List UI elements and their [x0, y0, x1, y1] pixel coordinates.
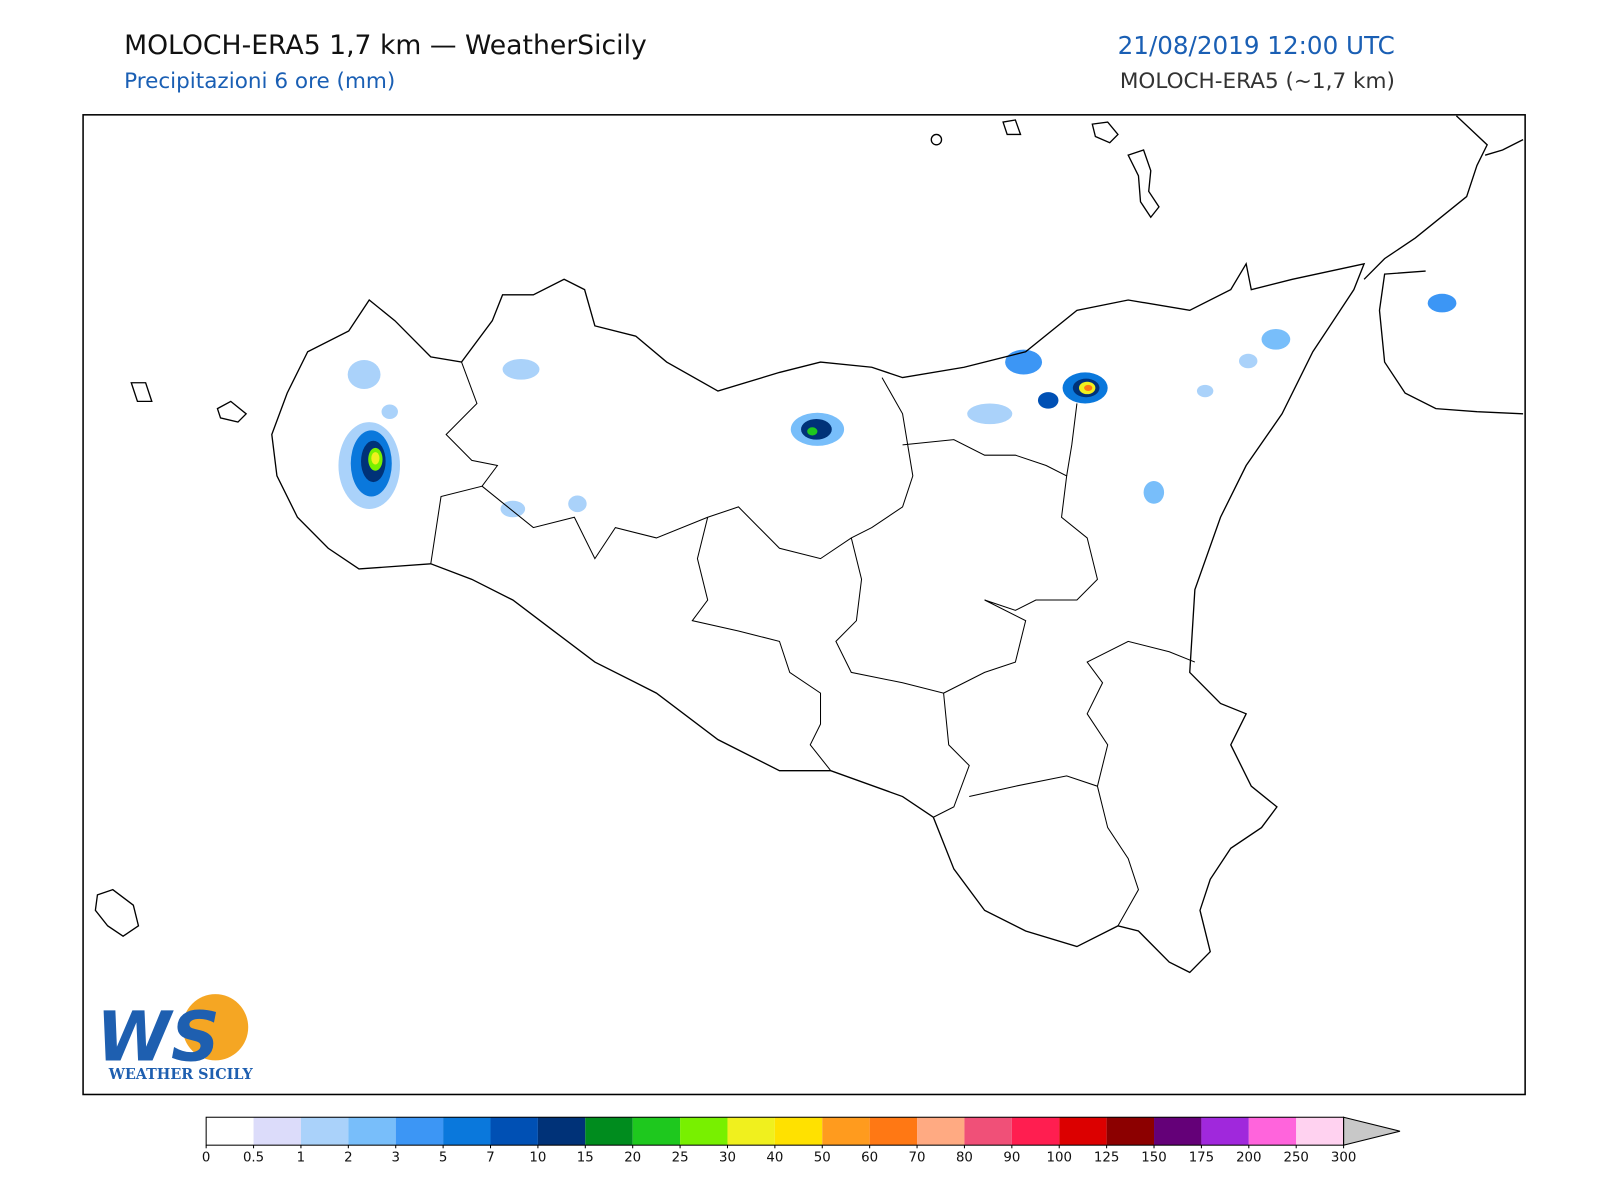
- rain-area: [347, 360, 381, 389]
- island: [1127, 149, 1160, 219]
- colorbar-segment: [537, 1117, 586, 1146]
- colorbar-segment: [822, 1117, 870, 1146]
- model: MOLOCH-ERA5 (~1,7 km): [1120, 69, 1395, 94]
- border: [1086, 640, 1196, 787]
- colorbar-tick-label: 25: [672, 1151, 689, 1166]
- border: [969, 775, 1140, 927]
- colorbar-segment: [1154, 1117, 1202, 1146]
- colorbar-tick-label: 125: [1094, 1151, 1119, 1166]
- colorbar-segment: [300, 1117, 349, 1146]
- rain-area: [967, 403, 1013, 425]
- calabria-coast: [1363, 115, 1524, 415]
- logo-sun: [182, 994, 249, 1061]
- logo-mark: WS: [96, 998, 219, 1077]
- rain-area: [568, 495, 587, 513]
- colorbar-extend: [1343, 1116, 1401, 1146]
- colorbar-tick-label: 300: [1331, 1151, 1356, 1166]
- colorbar-segment: [727, 1117, 775, 1146]
- colorbar-tick-label: 70: [909, 1151, 926, 1166]
- colorbar-tick-label: 200: [1236, 1151, 1261, 1166]
- colorbar-tick-label: 250: [1283, 1151, 1308, 1166]
- colorbar-segment: [206, 1117, 254, 1146]
- colorbar-tick-label: 10: [529, 1151, 546, 1166]
- subtitle: Precipitazioni 6 ore (mm): [124, 69, 395, 94]
- colorbar-tick-label: 150: [1141, 1151, 1166, 1166]
- island: [930, 133, 943, 146]
- colorbar-tick-label: 90: [1003, 1151, 1020, 1166]
- colorbar-segment: [490, 1117, 538, 1146]
- colorbar-tick-label: 175: [1189, 1151, 1214, 1166]
- rain-area: [371, 452, 380, 465]
- border: [481, 377, 914, 560]
- rain-area: [1005, 349, 1043, 375]
- island: [1002, 119, 1022, 136]
- rain-area: [381, 404, 398, 419]
- colorbar-segment: [964, 1117, 1012, 1146]
- colorbar-segment: [632, 1117, 681, 1146]
- colorbar-tick-label: 15: [577, 1151, 594, 1166]
- colorbar-tick-label: 80: [956, 1151, 973, 1166]
- colorbar-segment: [1201, 1117, 1249, 1146]
- colorbar-tick-label: 30: [719, 1151, 736, 1166]
- precipitation: [338, 293, 1457, 518]
- colorbar-segment: [1011, 1117, 1060, 1146]
- colorbar-tick-label: 20: [624, 1151, 641, 1166]
- rain-area: [500, 500, 526, 518]
- colorbar-tick-label: 2: [344, 1151, 352, 1166]
- colorbar-tick-label: 0.5: [243, 1151, 264, 1166]
- island: [216, 400, 248, 423]
- colorbar-tick-label: 0: [202, 1151, 210, 1166]
- colorbar-segment: [774, 1117, 823, 1146]
- border: [835, 537, 970, 818]
- colorbar-segment: [1296, 1117, 1344, 1146]
- colorbar-tick-label: 7: [486, 1151, 494, 1166]
- coastlines: [94, 115, 1524, 974]
- colorbar-segment: [348, 1117, 396, 1146]
- sicily-coast: [271, 261, 1366, 974]
- colorbar-segment: [253, 1117, 301, 1146]
- colorbar-tick-label: 1: [297, 1151, 305, 1166]
- colorbar-tick-label: 40: [766, 1151, 783, 1166]
- province-borders: [430, 361, 1196, 927]
- rain-area: [807, 427, 818, 436]
- colorbar-segment: [917, 1117, 965, 1146]
- date: 21/08/2019 12:00 UTC: [1118, 31, 1395, 60]
- rain-area: [1427, 293, 1457, 313]
- colorbar-tick-label: 50: [814, 1151, 831, 1166]
- island: [94, 888, 140, 938]
- colorbar-segment: [443, 1117, 491, 1146]
- rain-area: [1238, 353, 1258, 369]
- rain-area: [1261, 328, 1291, 350]
- rain-area: [1143, 481, 1165, 504]
- border: [1066, 403, 1078, 476]
- border: [902, 439, 1099, 694]
- colorbar-tick-label: 100: [1047, 1151, 1072, 1166]
- colorbar-tick-label: 3: [391, 1151, 399, 1166]
- colorbar-segment: [869, 1117, 918, 1146]
- island: [1091, 121, 1119, 144]
- colorbar-segment: [1106, 1117, 1155, 1146]
- rain-area: [502, 358, 540, 380]
- logo: WS WEATHER SICILY: [96, 994, 253, 1083]
- colorbar-segment: [680, 1117, 728, 1146]
- map-frame: [82, 114, 1526, 1096]
- logo-text: WEATHER SICILY: [108, 1066, 254, 1083]
- rain-area: [1084, 384, 1093, 392]
- colorbar-tick-label: 60: [861, 1151, 878, 1166]
- colorbar-segment: [585, 1117, 633, 1146]
- island: [130, 382, 153, 403]
- border: [430, 361, 499, 564]
- colorbar: 0 0.5 1 2 3 5 7 10 15 20 25 30 40 50 60 70 80 90 100 125 150…: [202, 1116, 1401, 1166]
- colorbar-tick-label: 5: [439, 1151, 447, 1166]
- colorbar-segment: [1059, 1117, 1107, 1146]
- rain-area: [1037, 392, 1059, 409]
- colorbar-segment: [1248, 1117, 1297, 1146]
- rain-area: [1196, 384, 1214, 398]
- title: MOLOCH-ERA5 1,7 km — WeatherSicily: [124, 30, 647, 61]
- colorbar-segment: [395, 1117, 444, 1146]
- border: [691, 517, 832, 772]
